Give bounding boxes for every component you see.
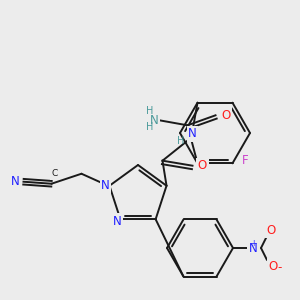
Text: O: O bbox=[266, 224, 276, 236]
Text: H: H bbox=[146, 122, 153, 132]
Text: +: + bbox=[250, 239, 256, 248]
Text: O: O bbox=[221, 109, 230, 122]
Text: N: N bbox=[113, 215, 122, 228]
Text: N: N bbox=[188, 127, 197, 140]
Text: F: F bbox=[242, 154, 249, 167]
Text: N: N bbox=[101, 179, 110, 192]
Text: -: - bbox=[278, 262, 282, 275]
Text: O: O bbox=[268, 260, 278, 272]
Text: N: N bbox=[249, 242, 257, 254]
Text: C: C bbox=[51, 169, 58, 178]
Text: H: H bbox=[146, 106, 153, 116]
Text: H: H bbox=[177, 136, 184, 146]
Text: N: N bbox=[150, 114, 158, 127]
Text: O: O bbox=[198, 159, 207, 172]
Text: N: N bbox=[11, 175, 20, 188]
